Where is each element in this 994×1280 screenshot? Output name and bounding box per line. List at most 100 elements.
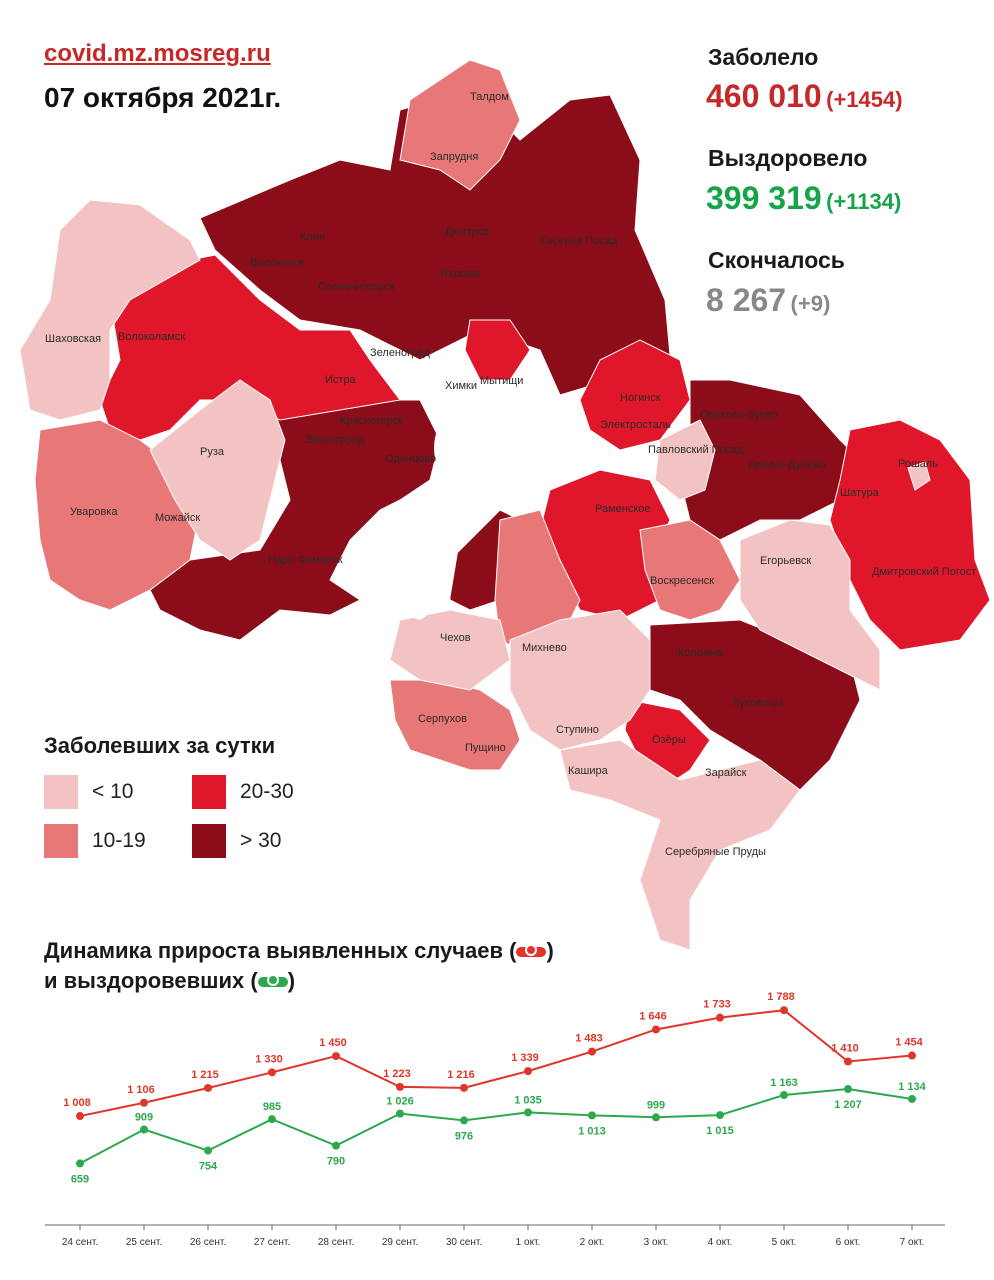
map-label: Озёры [652, 734, 686, 746]
map-label: Волоколамск [118, 331, 185, 343]
map-label: Красногорск [340, 415, 403, 427]
map-region-kashira [559, 739, 801, 951]
dynamics-title-line1: Динамика прироста выявленных случаев ( [44, 938, 517, 963]
map-label: Павловский Посад [648, 444, 744, 456]
series-line-1 [79, 1088, 913, 1165]
data-point [524, 1067, 532, 1076]
map-label: Мытищи [480, 375, 523, 387]
x-tick-label: 3 окт. [644, 1237, 669, 1248]
map-label: Кашира [568, 765, 609, 777]
data-label: 1 008 [63, 1097, 91, 1109]
x-tick-label: 2 окт. [580, 1237, 605, 1248]
data-label: 1 013 [578, 1125, 606, 1137]
map-label: Одинцово [385, 453, 436, 465]
series-line-0 [79, 1009, 913, 1118]
data-point [332, 1141, 340, 1150]
data-point [716, 1013, 724, 1022]
map-label: Высоковск [250, 257, 304, 269]
cases-label: Заболело [708, 44, 819, 70]
report-date: 07 октября 2021г. [44, 82, 282, 113]
x-tick-label: 25 сент. [126, 1237, 162, 1248]
site-link[interactable]: covid.mz.mosreg.ru [44, 40, 271, 67]
data-label: 1 450 [319, 1037, 347, 1049]
map-label: Талдом [470, 91, 509, 103]
data-point [76, 1159, 84, 1168]
data-point [268, 1115, 276, 1124]
legend-title: Заболевших за сутки [44, 733, 276, 758]
recovered-marker-icon [257, 974, 288, 988]
data-label: 1 339 [511, 1052, 539, 1064]
data-label: 976 [455, 1130, 473, 1142]
deaths-label: Скончалось [708, 247, 845, 273]
map-label: Клин [300, 231, 325, 243]
data-label: 1 483 [575, 1033, 603, 1045]
map-label: Сергиев Посад [540, 235, 618, 247]
cases-stat: 460 010 (+1454) [706, 78, 903, 115]
dynamics-title-line1-end: ) [546, 938, 554, 963]
data-point [524, 1108, 532, 1117]
recovered-delta: (+1134) [826, 189, 902, 214]
region-map: Талдом Запрудня Клин Дмитров Сергиев Посад Вы… [19, 59, 991, 951]
map-region-ruza [149, 379, 286, 561]
map-label: Чехов [440, 632, 471, 644]
legend-swatch-20-30 [192, 775, 226, 809]
data-label: 909 [135, 1111, 153, 1123]
data-label: 1 646 [639, 1010, 667, 1022]
x-tick-label: 27 сент. [254, 1237, 290, 1248]
map-label: Ступино [556, 724, 599, 736]
data-label: 985 [263, 1101, 281, 1113]
data-point [588, 1111, 596, 1120]
data-label: 999 [647, 1099, 665, 1111]
map-label: Химки [445, 380, 477, 392]
map-label: Луховицы [732, 697, 783, 709]
map-region-shakhovskaya [19, 199, 201, 421]
recovered-value: 399 319 [706, 180, 822, 216]
data-label: 1 163 [770, 1077, 798, 1089]
legend-label-20-30: 20-30 [240, 780, 294, 803]
data-label: 1 026 [386, 1096, 414, 1108]
map-label: Запрудня [430, 151, 478, 163]
data-point [780, 1006, 788, 1015]
map-region-voskresensk [639, 519, 741, 621]
dynamics-title: Динамика прироста выявленных случаев () … [44, 936, 554, 996]
x-tick-label: 4 окт. [708, 1237, 733, 1248]
map-label: Дмитров [445, 226, 489, 238]
data-point [460, 1116, 468, 1125]
data-point [908, 1051, 916, 1060]
map-region-mytishchi [464, 319, 531, 381]
data-label: 1 035 [514, 1094, 542, 1106]
map-region-taldom [399, 59, 521, 191]
legend-swatch-10-19 [44, 824, 78, 858]
map-label: Солнечногорск [318, 281, 394, 293]
legend-label-lt10: < 10 [92, 780, 134, 803]
map-label: Михнево [522, 642, 567, 654]
map-label: Коломна [678, 647, 724, 659]
data-point [268, 1068, 276, 1077]
map-region-egoryevsk [739, 519, 881, 691]
map-label: Уваровка [70, 506, 118, 518]
data-label: 1 207 [834, 1099, 862, 1111]
map-label: Шаховская [45, 333, 101, 345]
data-point [780, 1091, 788, 1100]
map-label: Серпухов [418, 713, 467, 725]
map-region-stupino [509, 609, 651, 751]
data-label: 754 [199, 1161, 218, 1173]
recovered-label: Выздоровело [708, 145, 868, 171]
data-label: 1 454 [895, 1037, 923, 1049]
map-label: Яхрома [440, 268, 480, 280]
cases-marker-icon [516, 944, 547, 958]
map-region-shatura [829, 419, 991, 651]
data-label: 1 788 [767, 991, 795, 1003]
data-point [460, 1083, 468, 1092]
data-label: 790 [327, 1156, 345, 1168]
data-point [204, 1083, 212, 1092]
data-label: 1 410 [831, 1043, 859, 1055]
data-point [588, 1047, 596, 1056]
data-point [396, 1109, 404, 1118]
map-label: Шатура [840, 487, 880, 499]
x-tick-label: 28 сент. [318, 1237, 354, 1248]
map-label: Ликино-Дулёво [748, 459, 826, 471]
map-region-roshal [907, 461, 931, 491]
map-label: Серебряные Пруды [665, 846, 766, 858]
data-label: 1 330 [255, 1053, 283, 1065]
